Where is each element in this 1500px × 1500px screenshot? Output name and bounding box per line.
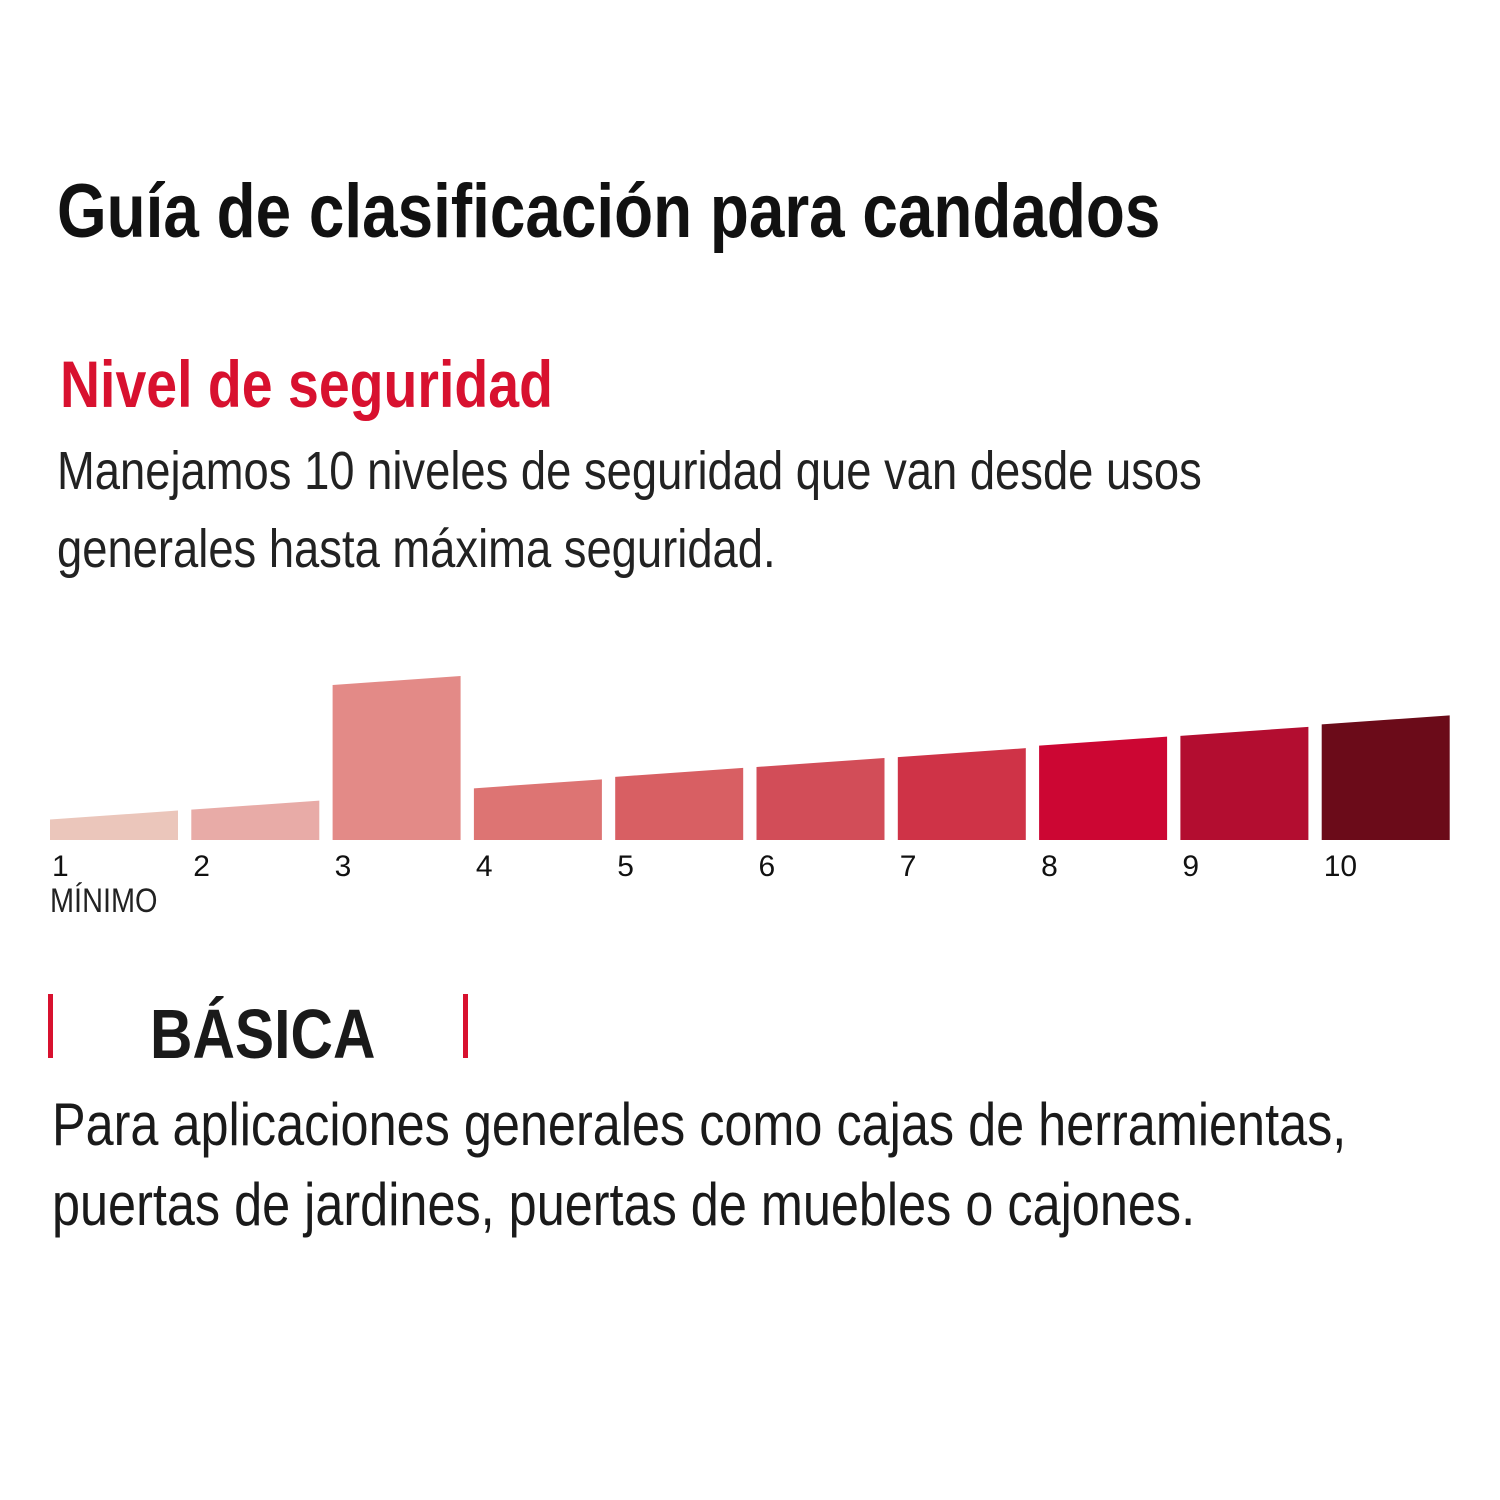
level-description-line-2: puertas de jardines, puertas de muebles … bbox=[52, 1171, 1196, 1238]
minimum-label: MÍNIMO bbox=[50, 881, 158, 920]
section-subtitle: Nivel de seguridad bbox=[60, 347, 553, 421]
page-title: Guía de clasificación para candados bbox=[57, 169, 1161, 254]
bar-level-9 bbox=[1180, 726, 1309, 840]
bar-level-4 bbox=[473, 779, 602, 840]
tick-label: 6 bbox=[759, 850, 776, 883]
bar-level-8 bbox=[1039, 736, 1168, 840]
level-marker-left bbox=[48, 994, 53, 1058]
bar-level-6 bbox=[756, 758, 885, 840]
tick-label: 5 bbox=[617, 850, 634, 883]
level-name: BÁSICA bbox=[150, 995, 376, 1073]
tick-label: 2 bbox=[193, 850, 210, 883]
level-description-line-1: Para aplicaciones generales como cajas d… bbox=[52, 1091, 1347, 1158]
level-marker-right bbox=[463, 994, 468, 1058]
bar-level-2 bbox=[191, 800, 320, 840]
tick-label: 4 bbox=[476, 850, 493, 883]
tick-label: 10 bbox=[1324, 850, 1357, 883]
tick-label: 7 bbox=[900, 850, 917, 883]
bar-level-1 bbox=[50, 810, 178, 840]
tick-label: 3 bbox=[335, 850, 352, 883]
bar-level-7 bbox=[897, 748, 1026, 840]
tick-label: 8 bbox=[1041, 850, 1058, 883]
tick-label: 1 bbox=[52, 850, 69, 883]
security-level-chart: 1 2 3 4 5 6 7 8 9 10 MÍNIMO bbox=[50, 676, 1450, 920]
description-line-2: generales hasta máxima seguridad. bbox=[57, 519, 776, 579]
description-line-1: Manejamos 10 niveles de seguridad que va… bbox=[57, 441, 1202, 501]
bar-level-10 bbox=[1321, 715, 1450, 840]
tick-label: 9 bbox=[1182, 850, 1199, 883]
bar-level-5 bbox=[615, 767, 744, 840]
bar-level-3 bbox=[332, 676, 461, 840]
